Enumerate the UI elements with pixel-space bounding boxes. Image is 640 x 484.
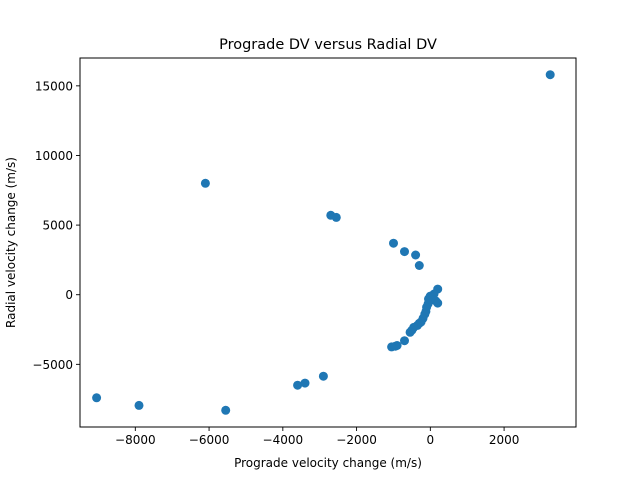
data-point <box>411 250 421 260</box>
data-point <box>300 378 310 388</box>
x-tick-label: 2000 <box>489 433 520 447</box>
y-axis-label: Radial velocity change (m/s) <box>4 157 18 328</box>
y-tick-label: −5000 <box>32 358 73 372</box>
y-tick-label: 0 <box>65 288 73 302</box>
y-tick-label: 15000 <box>35 79 73 93</box>
x-tick-label: 0 <box>427 433 435 447</box>
x-tick-label: −2000 <box>336 433 377 447</box>
chart-title: Prograde DV versus Radial DV <box>219 37 437 53</box>
data-point <box>433 298 443 308</box>
x-axis-ticks: −8000 −6000 −4000 −2000 0 2000 <box>115 427 519 447</box>
data-point <box>405 327 415 337</box>
data-point <box>92 393 102 403</box>
x-tick-label: −4000 <box>263 433 304 447</box>
x-axis-label: Prograde velocity change (m/s) <box>234 456 422 470</box>
data-point <box>414 261 424 270</box>
data-point <box>221 405 231 415</box>
data-point <box>387 342 397 352</box>
data-point <box>331 212 341 222</box>
data-point <box>318 371 328 381</box>
y-tick-label: 10000 <box>35 149 73 163</box>
y-axis-ticks: −5000 0 5000 10000 15000 <box>32 79 80 372</box>
data-point <box>389 238 398 248</box>
data-point <box>400 336 409 346</box>
data-point <box>400 247 409 257</box>
data-points <box>92 70 555 415</box>
data-point <box>200 178 210 188</box>
x-tick-label: −8000 <box>115 433 156 447</box>
data-point <box>545 70 555 80</box>
plot-area-frame <box>79 57 577 428</box>
data-point <box>293 380 303 390</box>
x-tick-label: −6000 <box>189 433 230 447</box>
data-point <box>134 400 144 410</box>
y-tick-label: 5000 <box>42 219 73 233</box>
